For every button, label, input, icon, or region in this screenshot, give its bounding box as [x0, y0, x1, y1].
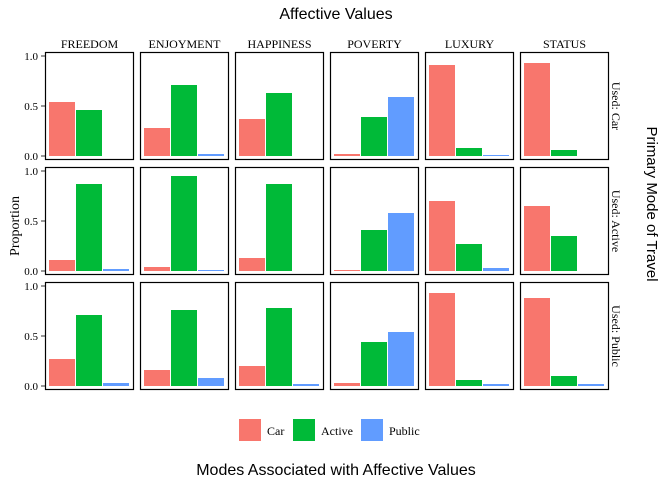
legend-swatch-active — [293, 419, 315, 441]
bar-active-poverty-used-car — [361, 117, 387, 156]
bar-car-freedom-used-active — [49, 260, 75, 271]
legend-label-active: Active — [321, 424, 353, 438]
bar-active-freedom-used-car — [76, 110, 102, 156]
bar-car-enjoyment-used-public — [144, 370, 170, 386]
panel-border — [44, 51, 135, 161]
legend-label-public: Public — [389, 424, 420, 438]
y-tick-label: 1.0 — [24, 166, 38, 178]
panel-border — [234, 51, 325, 161]
bar-car-luxury-used-car — [429, 65, 455, 156]
panel-border — [234, 281, 325, 391]
strip-label-freedom: FREEDOM — [61, 37, 119, 51]
bar-active-freedom-used-active — [76, 184, 102, 271]
bar-public-luxury-used-car — [483, 155, 509, 156]
bar-car-poverty-used-car — [334, 154, 360, 156]
bar-car-happiness-used-public — [239, 366, 265, 386]
y-tick-label: 0.5 — [24, 331, 38, 343]
row-strip-label-used-active: Used: Active — [609, 190, 623, 252]
panel-border — [329, 166, 420, 276]
panel-border — [329, 51, 420, 161]
y-tick-label: 0.5 — [24, 216, 38, 228]
bar-car-luxury-used-active — [429, 201, 455, 271]
chart-title: Affective Values — [279, 6, 392, 23]
bar-car-enjoyment-used-car — [144, 128, 170, 156]
legend-label-car: Car — [267, 424, 284, 438]
y-tick-label: 0.5 — [24, 101, 38, 113]
x-axis-title: Modes Associated with Affective Values — [196, 462, 476, 479]
bar-active-enjoyment-used-active — [171, 176, 197, 271]
bar-active-happiness-used-active — [266, 184, 292, 271]
bar-active-enjoyment-used-public — [171, 310, 197, 386]
legend-swatch-car — [239, 419, 261, 441]
strip-label-happiness: HAPPINESS — [247, 37, 311, 51]
bar-public-status-used-public — [578, 384, 604, 386]
strip-label-luxury: LUXURY — [445, 37, 495, 51]
facet-panels: FREEDOM ENJOYMENT HAPPINESS POVERTY LUXURY ST… — [24, 37, 623, 393]
panel-border — [424, 166, 515, 276]
bar-public-poverty-used-public — [388, 332, 414, 386]
bar-public-luxury-used-public — [483, 384, 509, 386]
bar-car-happiness-used-active — [239, 258, 265, 271]
row-strip-label-used-public: Used: Public — [609, 305, 623, 367]
bar-car-happiness-used-car — [239, 119, 265, 156]
bar-active-luxury-used-active — [456, 244, 482, 271]
panel-border — [424, 281, 515, 391]
bar-car-status-used-car — [524, 63, 550, 156]
bar-active-freedom-used-public — [76, 315, 102, 386]
panel-border — [519, 51, 610, 161]
bar-active-status-used-car — [551, 150, 577, 156]
bar-car-freedom-used-car — [49, 102, 75, 156]
bar-public-freedom-used-active — [103, 269, 129, 271]
bar-car-status-used-public — [524, 298, 550, 386]
strip-label-poverty: POVERTY — [347, 37, 402, 51]
strip-label-enjoyment: ENJOYMENT — [149, 37, 222, 51]
y-axis-title: Proportion — [8, 196, 23, 256]
bar-public-poverty-used-car — [388, 97, 414, 156]
bar-active-poverty-used-active — [361, 230, 387, 271]
bar-public-enjoyment-used-car — [198, 154, 224, 156]
panel-border — [519, 281, 610, 391]
panel-border — [424, 51, 515, 161]
bar-public-enjoyment-used-active — [198, 270, 224, 271]
bar-car-freedom-used-public — [49, 359, 75, 386]
y-tick-label: 1.0 — [24, 281, 38, 293]
bar-active-luxury-used-car — [456, 148, 482, 156]
bar-car-status-used-active — [524, 206, 550, 271]
bar-car-luxury-used-public — [429, 293, 455, 386]
y-tick-label: 1.0 — [24, 51, 38, 63]
bar-public-luxury-used-active — [483, 268, 509, 271]
bar-active-status-used-active — [551, 236, 577, 271]
bar-public-enjoyment-used-public — [198, 378, 224, 386]
legend: Car Active Public — [239, 419, 420, 441]
bar-public-poverty-used-active — [388, 213, 414, 271]
bar-car-poverty-used-public — [334, 383, 360, 386]
panel-border — [139, 166, 230, 276]
panel-border — [234, 166, 325, 276]
bar-car-poverty-used-active — [334, 270, 360, 271]
bar-car-enjoyment-used-active — [144, 267, 170, 271]
bar-public-happiness-used-public — [293, 384, 319, 386]
bar-active-poverty-used-public — [361, 342, 387, 386]
strip-label-status: STATUS — [543, 37, 586, 51]
y-tick-label: 0.0 — [24, 151, 38, 163]
bar-public-freedom-used-public — [103, 383, 129, 386]
bar-active-status-used-public — [551, 376, 577, 386]
bar-active-happiness-used-car — [266, 93, 292, 156]
legend-swatch-public — [361, 419, 383, 441]
row-strip-label-used-car: Used: Car — [609, 82, 623, 130]
bar-active-happiness-used-public — [266, 308, 292, 386]
panel-border — [519, 166, 610, 276]
bar-active-luxury-used-public — [456, 380, 482, 386]
panel-border — [139, 51, 230, 161]
row-strip-title: Primary Mode of Travel — [643, 126, 660, 281]
bar-active-enjoyment-used-car — [171, 85, 197, 156]
panel-border — [44, 281, 135, 391]
y-tick-label: 0.0 — [24, 266, 38, 278]
panel-border — [329, 281, 420, 391]
panel-border — [44, 166, 135, 276]
panel-border — [139, 281, 230, 391]
y-tick-label: 0.0 — [24, 381, 38, 393]
